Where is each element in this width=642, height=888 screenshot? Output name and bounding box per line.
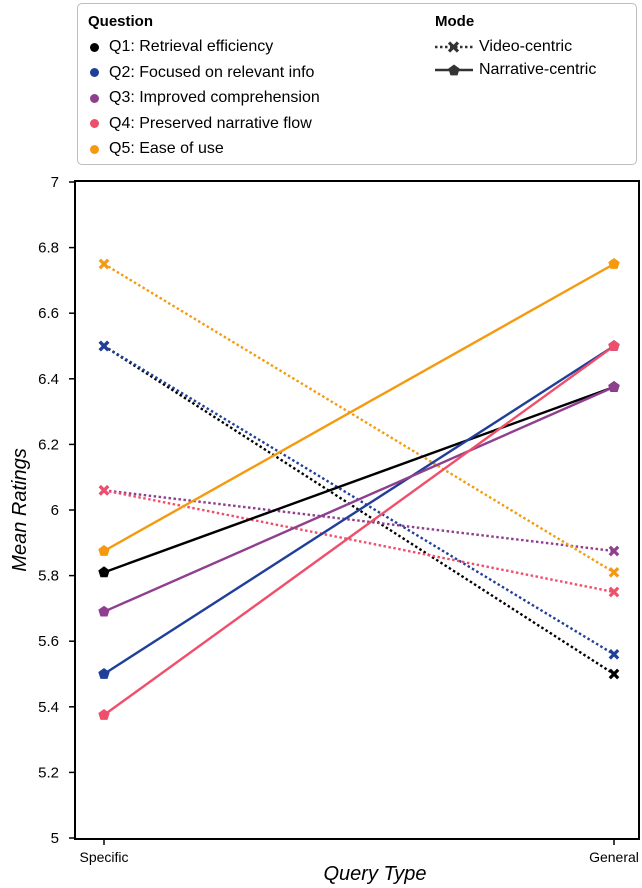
- video-centric-point-q1: [608, 668, 620, 680]
- y-tick-label: 5.4: [38, 699, 59, 716]
- legend-marker: [90, 119, 99, 128]
- video-centric-point-q2: [98, 340, 110, 352]
- narrative-centric-point-q5: [608, 258, 620, 269]
- legend-item-q3: Q3: Improved comprehension: [90, 89, 320, 107]
- video-centric-point-q4: [98, 484, 110, 496]
- narrative-centric-line-q3: [103, 385, 615, 613]
- legend-marker: [90, 68, 99, 77]
- legend-marker: [90, 93, 99, 103]
- legend-label: Narrative-centric: [479, 61, 597, 78]
- legend-item-q2: Q2: Focused on relevant info: [90, 64, 314, 82]
- video-centric-point-q5: [98, 258, 110, 270]
- y-tick-label: 6.6: [38, 305, 59, 322]
- series-markers: [98, 258, 620, 720]
- y-tick-label: 6.4: [38, 371, 59, 388]
- legend-label: Q1: Retrieval efficiency: [109, 38, 274, 55]
- y-tick-label: 5: [51, 830, 59, 847]
- legend-label: Q3: Improved comprehension: [109, 89, 320, 106]
- x-tick-label: Specific: [79, 849, 128, 865]
- narrative-centric-line-q1: [103, 385, 615, 574]
- legend-item-q4: Q4: Preserved narrative flow: [90, 115, 312, 133]
- solid-pentagon-icon: [435, 64, 473, 76]
- legend-label: Q2: Focused on relevant info: [109, 63, 315, 81]
- y-axis-label: Mean Ratings: [9, 448, 31, 571]
- y-axis: 5 5.2 5.4 5.6 5.8 6 6.2 6.4 6.6 6.8 7: [38, 174, 75, 847]
- narrative-centric-line-q5: [103, 262, 615, 553]
- narrative-centric-line-q2: [103, 344, 615, 676]
- video-centric-line-q2: [103, 344, 615, 656]
- y-tick-label: 7: [51, 174, 59, 191]
- dotted-x-icon: [435, 41, 473, 53]
- legend-label: Q4: Preserved narrative flow: [109, 114, 312, 132]
- video-centric-line-q4: [103, 489, 615, 594]
- legend-mode-narrative-centric: Narrative-centric: [433, 61, 596, 79]
- narrative-centric-point-q1: [98, 566, 110, 578]
- narrative-centric-point-q2: [98, 668, 110, 679]
- video-centric-point-q2: [608, 648, 620, 660]
- y-tick-label: 6.2: [38, 436, 59, 453]
- legend-label: Q5: Ease of use: [109, 140, 224, 157]
- narrative-centric-point-q5: [98, 545, 110, 556]
- narrative-centric-point-q4: [608, 340, 620, 351]
- video-centric-point-q5: [608, 566, 620, 578]
- x-axis-label: Query Type: [324, 863, 427, 885]
- video-centric-line-q1: [103, 344, 615, 676]
- legend-question-title: Question: [88, 13, 154, 30]
- narrative-centric-point-q3: [98, 605, 110, 617]
- legend-marker: [90, 42, 99, 52]
- legend-mode-video-centric: Video-centric: [433, 38, 572, 56]
- video-centric-line-q5: [103, 262, 615, 574]
- y-tick-label: 6: [51, 502, 59, 519]
- video-centric-line-q3: [103, 489, 615, 553]
- legend-marker: [90, 144, 99, 154]
- narrative-centric-point-q4: [98, 709, 110, 720]
- x-tick-label: General: [589, 849, 639, 865]
- legend-item-q5: Q5: Ease of use: [90, 140, 224, 158]
- legend-label: Video-centric: [479, 38, 573, 55]
- legend: Question Mode Q1: Retrieval efficiency Q2…: [77, 3, 637, 165]
- video-centric-point-q4: [608, 586, 620, 598]
- x-axis: Specific General: [79, 839, 639, 865]
- y-tick-label: 6.8: [38, 240, 59, 257]
- y-tick-label: 5.6: [38, 633, 59, 650]
- series-lines: [103, 262, 615, 716]
- y-tick-label: 5.2: [38, 764, 59, 781]
- video-centric-point-q3: [608, 545, 620, 557]
- legend-item-q1: Q1: Retrieval efficiency: [90, 38, 273, 56]
- narrative-centric-point-q3: [608, 381, 620, 392]
- y-tick-label: 5.8: [38, 568, 59, 585]
- narrative-centric-line-q4: [103, 345, 615, 716]
- legend-mode-title: Mode: [435, 13, 475, 30]
